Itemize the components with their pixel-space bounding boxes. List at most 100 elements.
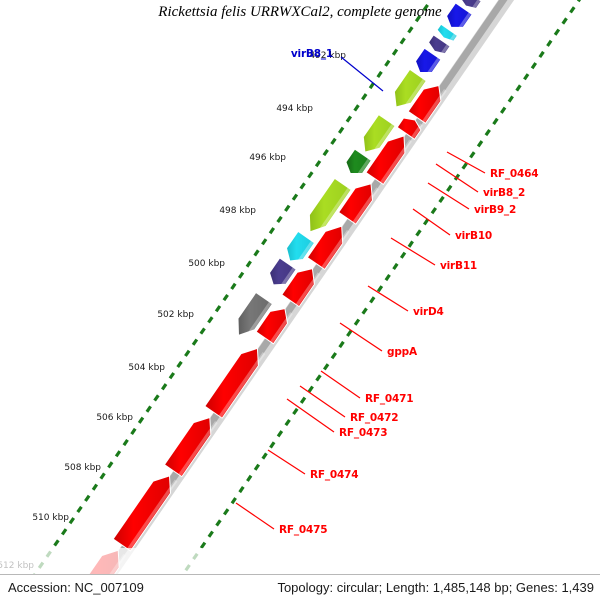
gene-label-RF_0475[interactable]: RF_0475 [279,524,328,536]
ruler-dash [222,293,229,302]
gene-label-leader-line [390,237,436,266]
ruler-dash [199,327,206,335]
gene-glyph[interactable] [427,34,451,55]
ruler-dash [291,193,299,201]
ruler-dash [430,207,438,215]
ruler-dash [230,282,237,290]
gene-glyph[interactable] [163,416,212,478]
ruler-dash [60,528,68,536]
gene-glyph[interactable] [308,177,352,233]
ruler-dash [299,396,307,404]
gene-highlight [314,187,351,238]
gene-glyph[interactable] [436,23,459,42]
gene-glyph[interactable] [268,257,297,286]
ruler-dash [384,59,391,67]
ruler-dash [53,539,60,547]
gene-glyph[interactable] [393,68,427,108]
ruler-dash [153,394,160,402]
gene-label-layer[interactable]: virB8_1 RF_0464 virB8_2 virB9_2 virB10 virB11… [235,48,539,536]
ruler-dash [330,352,338,360]
gene-label-RF_0474[interactable]: RF_0474 [310,469,359,481]
ruler-dash [269,441,276,449]
ruler-dash [376,285,384,293]
ruler-dash [553,28,561,36]
gene-glyph[interactable] [204,347,259,419]
ruler-dash [361,93,368,101]
ruler-tick-label: 496 kbp [249,153,286,163]
ruler-dash [399,37,406,45]
gene-highlight [369,123,395,158]
ruler-dash [222,508,230,516]
ruler-dash [284,204,291,212]
gene-glyph[interactable] [407,84,442,124]
ruler-dash [576,0,582,3]
gene-label-virB11[interactable]: virB11 [440,260,477,272]
forward-strand-track[interactable] [237,0,498,341]
bottom-fade [0,548,600,574]
gene-label-virB8_1[interactable]: virB8_1 [291,48,333,60]
ruler-dash [214,305,222,313]
ruler-dash [307,171,314,179]
gene-label-virB8_2[interactable]: virB8_2 [483,187,525,199]
ruler-dash [337,126,345,134]
ruler-dash [237,271,245,279]
gene-glyph[interactable] [362,113,396,153]
gene-glyph[interactable] [112,475,172,552]
ruler-tick-labels: 492 kbp 494 kbp 496 kbp 498 kbp 500 kbp 502 k… [0,51,346,571]
gene-glyph[interactable] [446,2,473,28]
ruler-dash [268,227,276,235]
gene-glyph[interactable] [281,268,315,308]
gene-glyph[interactable] [285,230,316,262]
ruler-dash [523,73,530,81]
gene-glyph[interactable] [237,291,274,337]
ruler-dash [199,541,207,549]
gene-label-RF_0471[interactable]: RF_0471 [365,393,414,405]
ruler-dash [68,517,76,525]
gene-label-leader-line [286,398,335,433]
ruler-dash [392,262,399,270]
gene-label-leader-line [435,163,479,193]
ruler-dash [84,494,91,502]
ruler-dash [215,519,222,527]
ruler-dash [361,307,368,315]
gene-label-RF_0464[interactable]: RF_0464 [490,168,539,180]
gene-highlight [424,57,441,78]
accession-text: Accession: NC_007109 [8,580,144,595]
gene-glyph[interactable] [414,47,442,74]
gene-label-gppA[interactable]: gppA [387,346,418,358]
ruler-dash [168,372,176,380]
ruler-dash [330,137,337,145]
genome-info-text: Topology: circular; Length: 1,485,148 bp… [277,580,594,595]
ruler-dash [299,182,306,190]
ruler-dash [499,106,507,114]
gene-label-virB10[interactable]: virB10 [455,230,492,242]
ruler-dash [376,70,383,78]
gene-glyph[interactable] [460,0,482,10]
ruler-tick-label: 504 kbp [128,363,165,373]
gene-label-RF_0473[interactable]: RF_0473 [339,427,388,439]
ruler-dash [160,383,168,391]
gene-highlight [243,301,272,341]
gene-glyph[interactable] [306,225,344,271]
gene-label-RF_0472[interactable]: RF_0472 [350,412,399,424]
gene-glyph[interactable] [255,308,289,345]
ruler-dash [353,318,361,326]
ruler-dash [184,349,191,357]
ruler-dash [292,407,299,416]
ruler-dash [145,405,152,413]
ruler-dash [346,329,353,337]
ruler-dash [253,463,261,471]
ruler-dash [369,296,376,304]
gene-glyph[interactable] [396,117,422,140]
ruler-dash [91,483,99,491]
gene-label-virD4[interactable]: virD4 [413,306,444,318]
gene-label-leader-line [235,502,275,530]
ruler-dash [284,418,291,427]
ruler-dash [114,450,122,458]
gene-glyph[interactable] [337,183,374,225]
gene-label-virB9_2[interactable]: virB9_2 [474,204,516,216]
gene-glyph[interactable] [365,135,406,186]
gene-glyph[interactable] [345,148,372,175]
